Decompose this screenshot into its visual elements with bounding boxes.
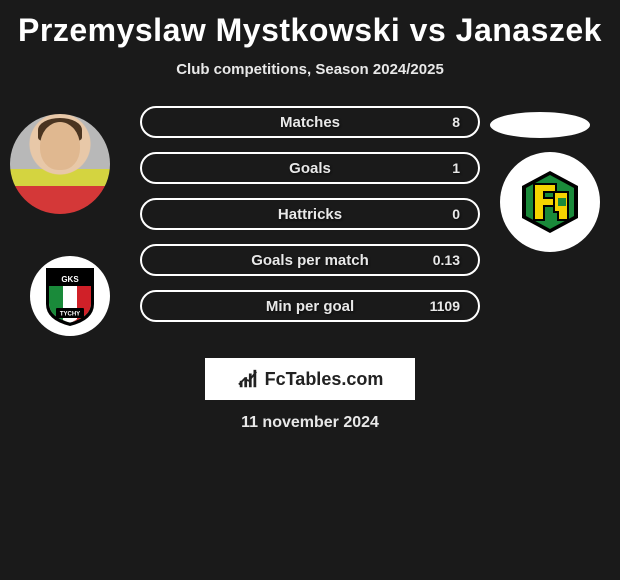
badge-text-top: GKS <box>61 275 79 284</box>
player-right-avatar-placeholder <box>490 112 590 138</box>
stat-right-value: 1109 <box>420 298 460 314</box>
site-attribution[interactable]: FcTables.com <box>205 358 415 400</box>
stat-right-value: 1 <box>420 160 460 176</box>
stat-right-value: 0.13 <box>420 252 460 268</box>
site-name: FcTables.com <box>265 369 384 390</box>
hex-monogram-icon <box>516 168 584 236</box>
chart-icon <box>237 368 259 390</box>
stat-row-hattricks: Hattricks 0 <box>140 198 480 230</box>
player-left-avatar <box>10 114 110 214</box>
player-left-club-badge: GKS TYCHY <box>30 256 110 336</box>
stat-row-goals: Goals 1 <box>140 152 480 184</box>
avatar-face <box>40 122 80 170</box>
stat-label: Hattricks <box>278 206 342 223</box>
player-right-club-badge <box>500 152 600 252</box>
comparison-panel: GKS TYCHY Matches 8 Goals 1 Hatt <box>0 106 620 356</box>
stat-row-matches: Matches 8 <box>140 106 480 138</box>
stat-label: Matches <box>280 114 340 131</box>
shield-icon: GKS TYCHY <box>42 264 98 328</box>
stat-label: Min per goal <box>266 298 354 315</box>
stat-label: Goals per match <box>251 252 369 269</box>
stat-right-value: 0 <box>420 206 460 222</box>
stat-row-goals-per-match: Goals per match 0.13 <box>140 244 480 276</box>
subtitle: Club competitions, Season 2024/2025 <box>0 61 620 78</box>
date-text: 11 november 2024 <box>0 414 620 432</box>
stat-right-value: 8 <box>420 114 460 130</box>
page-title: Przemyslaw Mystkowski vs Janaszek <box>0 0 620 49</box>
stat-row-min-per-goal: Min per goal 1109 <box>140 290 480 322</box>
stat-label: Goals <box>289 160 331 177</box>
stats-list: Matches 8 Goals 1 Hattricks 0 Goals per … <box>140 106 480 336</box>
badge-text-bottom: TYCHY <box>60 312 80 318</box>
